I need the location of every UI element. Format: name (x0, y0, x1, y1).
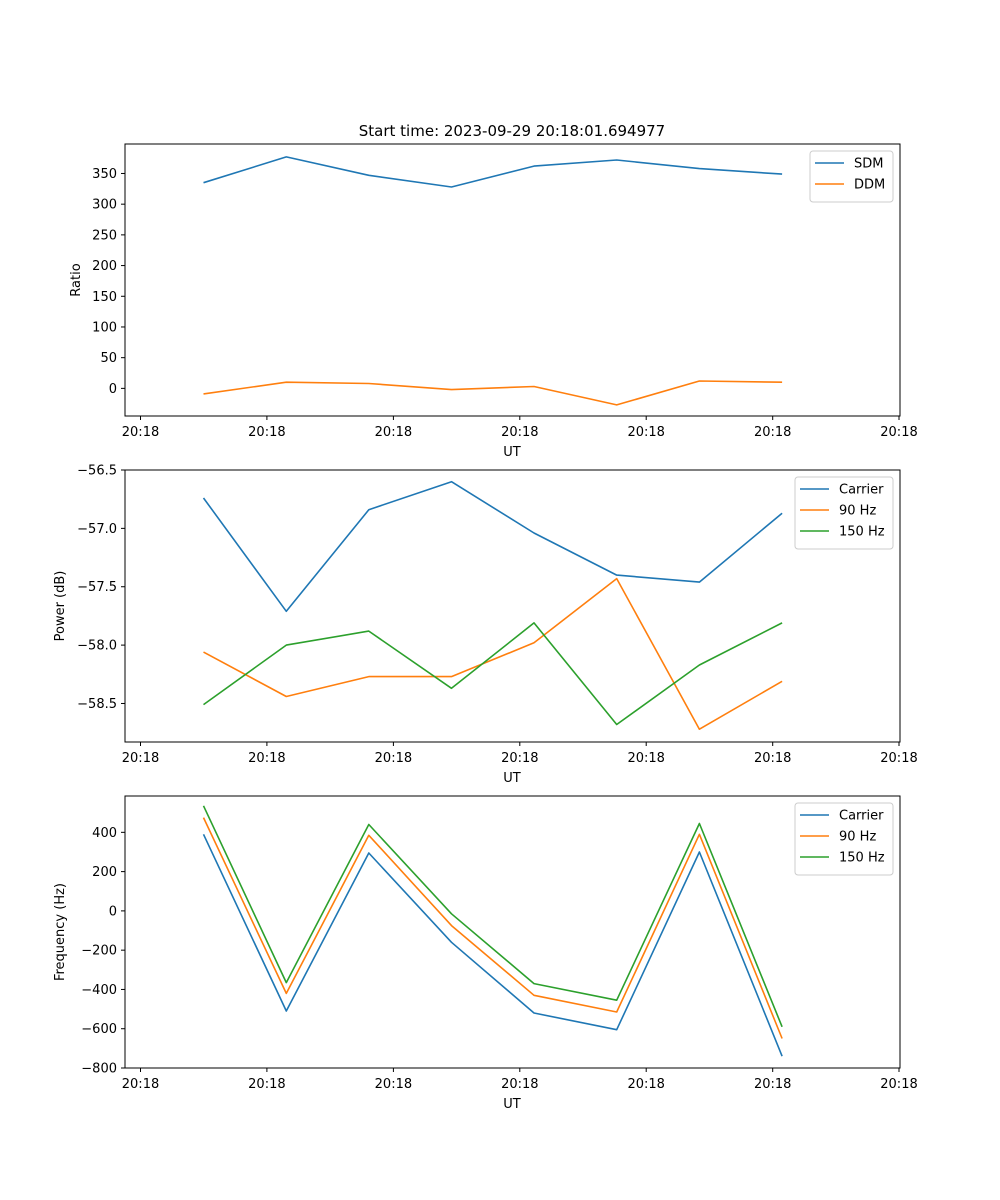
x-axis-label: UT (503, 445, 521, 460)
charts: 20:18 20:18 20:18 20:18 20:18 20:18 20:18 UT 0 50… (53, 143, 918, 1112)
chart-panel-2: 20:18 20:18 20:18 20:18 20:18 20:18 20:18 UT −58… (53, 464, 918, 787)
axes-frame (124, 795, 901, 1069)
y-tick-label: −58.5 (77, 697, 117, 712)
x-tick-label: 20:18 (501, 425, 538, 440)
y-tick-label: 0 (109, 904, 117, 919)
axes-frame (124, 469, 901, 743)
x-tick-label: 20:18 (627, 1077, 664, 1092)
legend-label: 150 Hz (839, 851, 885, 866)
y-tick-label: 200 (92, 865, 117, 880)
legend: Carrier 90 Hz 150 Hz (794, 802, 894, 876)
x-tick-label: 20:18 (375, 751, 412, 766)
x-tick-label: 20:18 (754, 751, 791, 766)
series-line-90-hz (203, 577, 783, 731)
legend-label: DDM (854, 178, 885, 193)
series-line-sdm (203, 156, 783, 188)
x-tick-label: 20:18 (627, 751, 664, 766)
y-tick-label: 150 (92, 290, 117, 305)
x-tick-label: 20:18 (880, 751, 917, 766)
legend-label: 90 Hz (839, 504, 876, 519)
y-tick-label: −400 (81, 983, 117, 998)
chart-panel-3: 20:18 20:18 20:18 20:18 20:18 20:18 20:18 UT −80… (53, 795, 918, 1112)
y-tick-label: 350 (92, 167, 117, 182)
y-tick-label: 50 (100, 351, 117, 366)
series-line-150-hz (202, 805, 783, 1028)
legend-label: Carrier (839, 483, 884, 498)
legend: Carrier 90 Hz 150 Hz (794, 476, 894, 550)
x-tick-label: 20:18 (122, 1077, 159, 1092)
axes-frame (124, 143, 901, 417)
x-tick-label: 20:18 (880, 1077, 917, 1092)
x-tick-label: 20:18 (248, 751, 285, 766)
series-line-ddm (203, 380, 783, 406)
x-axis-label: UT (503, 1097, 521, 1112)
y-tick-label: −200 (81, 944, 117, 959)
y-tick-label: 100 (92, 320, 117, 335)
y-tick-label: 0 (109, 382, 117, 397)
y-tick-label: 250 (92, 228, 117, 243)
x-tick-label: 20:18 (375, 425, 412, 440)
x-tick-label: 20:18 (880, 425, 917, 440)
y-tick-label: 300 (92, 198, 117, 213)
y-tick-label: −57.5 (77, 580, 117, 595)
x-tick-label: 20:18 (248, 1077, 285, 1092)
y-tick-label: −56.5 (77, 464, 117, 479)
legend-label: 90 Hz (839, 830, 876, 845)
x-tick-label: 20:18 (501, 1077, 538, 1092)
x-tick-label: 20:18 (627, 425, 664, 440)
x-axis-label: UT (503, 771, 521, 786)
x-tick-label: 20:18 (501, 751, 538, 766)
legend-label: SDM (854, 157, 883, 172)
series-line-carrier (202, 480, 783, 613)
y-tick-label: 200 (92, 259, 117, 274)
x-tick-label: 20:18 (248, 425, 285, 440)
x-tick-label: 20:18 (754, 425, 791, 440)
y-axis-label: Frequency (Hz) (53, 883, 68, 981)
series-line-150-hz (203, 622, 783, 726)
y-tick-label: −57.0 (77, 522, 117, 537)
y-axis-label: Power (dB) (53, 571, 68, 642)
series-line-90-hz (202, 817, 783, 1039)
x-tick-label: 20:18 (754, 1077, 791, 1092)
y-tick-label: 400 (92, 826, 117, 841)
y-tick-label: −600 (81, 1022, 117, 1037)
x-tick-label: 20:18 (122, 425, 159, 440)
series-line-carrier (202, 833, 783, 1057)
chart-panel-1: 20:18 20:18 20:18 20:18 20:18 20:18 20:18 UT 0 50… (69, 143, 918, 460)
legend-label: 150 Hz (839, 525, 885, 540)
legend-label: Carrier (839, 809, 884, 824)
y-axis-label: Ratio (69, 263, 84, 296)
x-tick-label: 20:18 (375, 1077, 412, 1092)
x-tick-label: 20:18 (122, 751, 159, 766)
figure-title: Start time: 2023-09-29 20:18:01.694977 (359, 122, 665, 140)
legend: SDM DDM (809, 150, 894, 203)
y-tick-label: −800 (81, 1062, 117, 1077)
y-tick-label: −58.0 (77, 639, 117, 654)
